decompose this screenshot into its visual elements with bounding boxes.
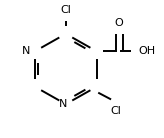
Text: Cl: Cl (60, 5, 71, 15)
Text: Cl: Cl (110, 106, 121, 116)
Text: N: N (59, 99, 67, 109)
Text: N: N (22, 46, 31, 56)
Text: OH: OH (139, 46, 156, 56)
Text: O: O (114, 18, 123, 28)
